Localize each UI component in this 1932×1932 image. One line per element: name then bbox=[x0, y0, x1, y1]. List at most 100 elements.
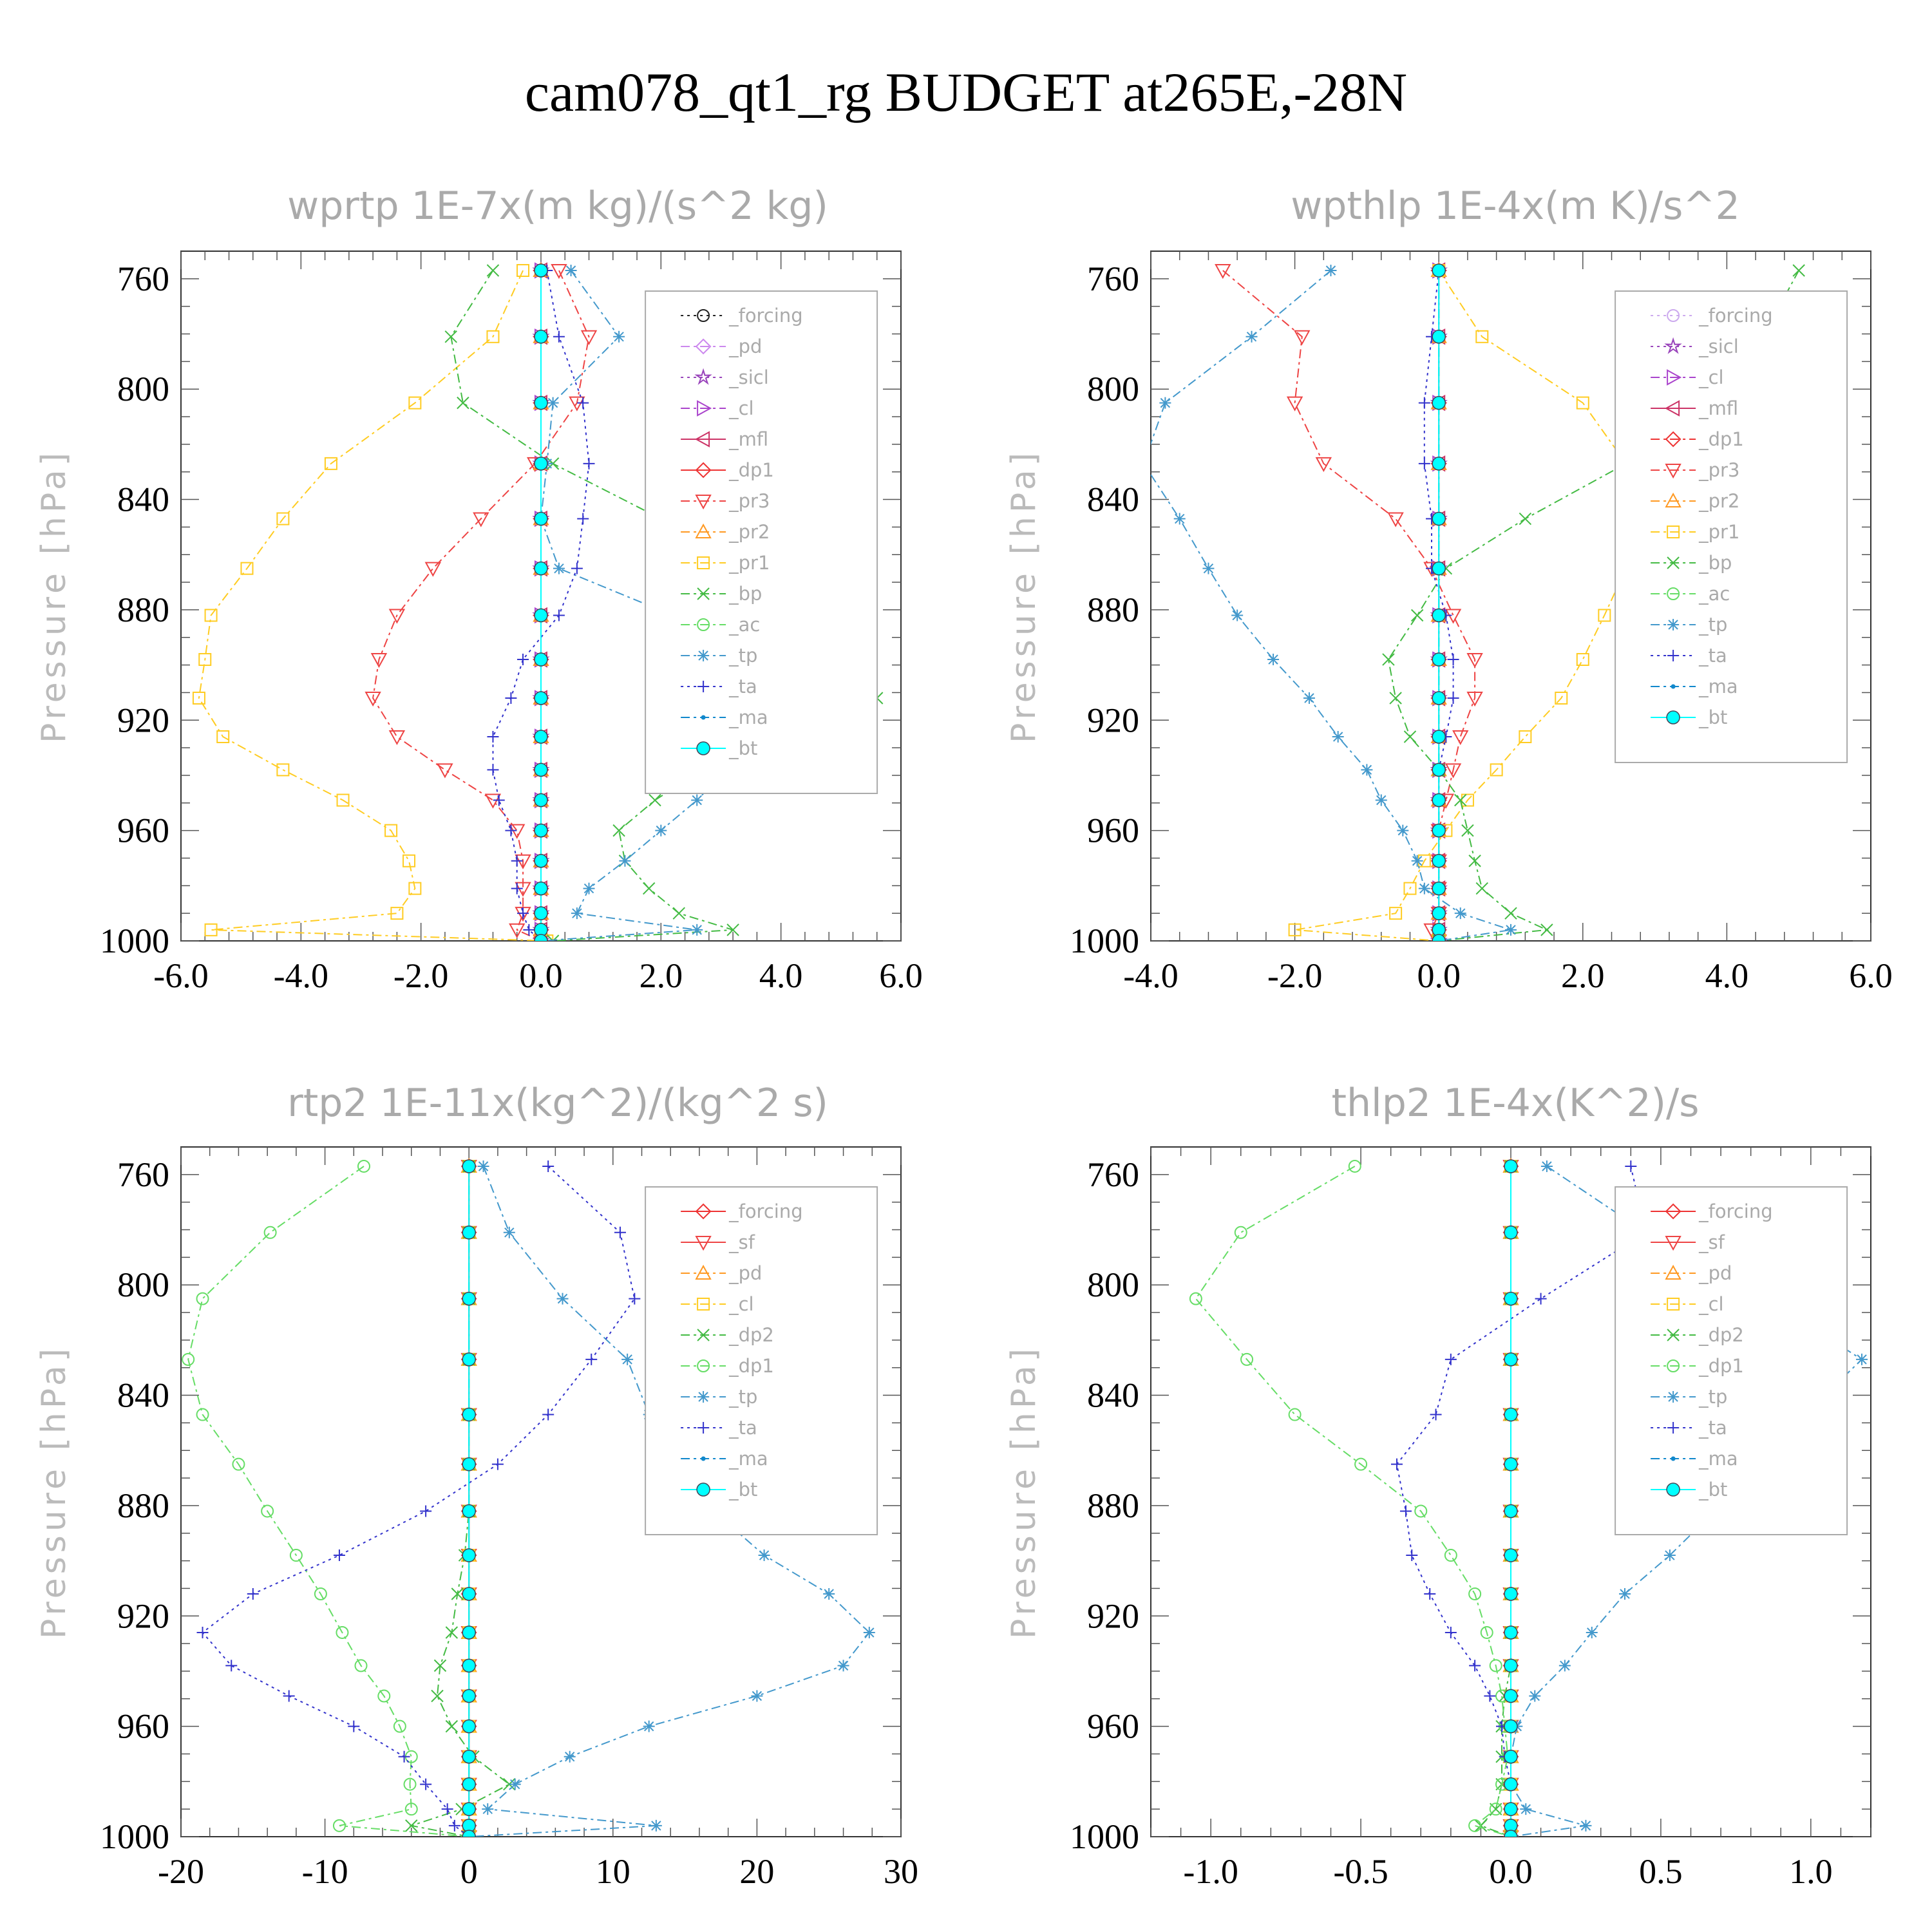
legend-marker bbox=[695, 523, 712, 538]
data-point bbox=[691, 923, 703, 936]
data-point bbox=[486, 330, 500, 343]
data-point bbox=[336, 1625, 349, 1639]
legend-marker bbox=[1665, 492, 1681, 507]
data-point bbox=[534, 854, 548, 868]
data-point bbox=[1466, 653, 1483, 668]
data-point bbox=[553, 330, 565, 343]
data-point bbox=[751, 1690, 763, 1702]
data-point bbox=[1406, 1549, 1418, 1562]
data-point bbox=[649, 793, 661, 807]
legend-entry: _forcing bbox=[1698, 305, 1773, 327]
data-point bbox=[196, 1408, 209, 1421]
legend-entry: _ta bbox=[728, 676, 757, 697]
legend-marker bbox=[1665, 1236, 1681, 1251]
data-point bbox=[486, 264, 500, 277]
legend-marker bbox=[1667, 1298, 1680, 1311]
legend-marker bbox=[1667, 619, 1680, 630]
legend-entry: _forcing bbox=[728, 1200, 803, 1222]
data-point bbox=[276, 763, 290, 777]
data-point bbox=[462, 1777, 476, 1792]
data-point bbox=[505, 692, 517, 705]
legend-entry: _mfl bbox=[728, 428, 768, 450]
x-tick-label: 0.5 bbox=[1639, 1852, 1683, 1891]
legend-entry: _ac bbox=[1698, 583, 1730, 605]
data-point bbox=[1159, 397, 1171, 409]
chart-panel: rtp2 1E-11x(kg^2)/(kg^2 s) Pressure [hPa]… bbox=[35, 1081, 918, 1891]
data-point bbox=[1432, 511, 1446, 526]
legend-marker bbox=[696, 1482, 710, 1497]
series-line-tp bbox=[1151, 270, 1511, 941]
legend-marker bbox=[1667, 556, 1680, 569]
data-point bbox=[758, 1549, 770, 1562]
data-point bbox=[534, 823, 548, 838]
data-point bbox=[182, 1352, 195, 1366]
data-point bbox=[1389, 692, 1402, 705]
data-point bbox=[384, 824, 398, 837]
data-point bbox=[1173, 513, 1186, 525]
data-point bbox=[1504, 1625, 1518, 1640]
legend-entry: _ma bbox=[1698, 676, 1738, 697]
legend-marker bbox=[1667, 1359, 1680, 1372]
data-point bbox=[547, 397, 559, 409]
data-point bbox=[441, 1803, 453, 1815]
data-point bbox=[1315, 457, 1332, 472]
data-point bbox=[571, 562, 583, 574]
data-point bbox=[1424, 1588, 1436, 1600]
legend-entry: _ma bbox=[728, 1448, 768, 1470]
series-line-ta bbox=[1396, 1166, 1647, 1837]
data-point bbox=[523, 923, 535, 936]
legend-entry: _ac bbox=[728, 614, 760, 636]
x-tick-label: 2.0 bbox=[639, 956, 683, 995]
data-point bbox=[473, 512, 489, 527]
data-point bbox=[1484, 1690, 1496, 1702]
legend-box bbox=[1615, 290, 1848, 763]
legend-marker bbox=[695, 495, 712, 510]
series-line-tp bbox=[540, 270, 746, 941]
series-line-ta bbox=[1423, 270, 1454, 941]
data-point bbox=[1489, 1659, 1502, 1672]
legend-marker bbox=[697, 556, 710, 569]
legend-entry: _sicl bbox=[728, 366, 769, 388]
data-point bbox=[462, 1802, 476, 1816]
legend-marker bbox=[1667, 526, 1680, 538]
chart-panel: wpthlp 1E-4x(m K)/s^2 Pressure [hPa] 760 80… bbox=[1005, 184, 1893, 995]
legend-entry: _pr1 bbox=[728, 552, 770, 574]
y-tick-label: 880 bbox=[117, 1486, 169, 1525]
data-point bbox=[613, 330, 625, 343]
data-point bbox=[1432, 823, 1446, 838]
data-point bbox=[192, 692, 205, 705]
data-point bbox=[198, 653, 212, 667]
data-point bbox=[511, 882, 523, 895]
legend-entry: _pd bbox=[728, 1262, 762, 1284]
legend-marker bbox=[1667, 1391, 1680, 1403]
legend-entry: _ta bbox=[728, 1417, 757, 1439]
x-tick-label: -6.0 bbox=[153, 956, 208, 995]
data-point bbox=[1414, 1504, 1428, 1518]
data-point bbox=[420, 1778, 432, 1790]
legend-marker bbox=[697, 1298, 710, 1311]
data-point bbox=[1489, 1803, 1502, 1816]
legend-entry: _sf bbox=[728, 1231, 755, 1253]
data-point bbox=[462, 1658, 476, 1673]
data-point bbox=[534, 457, 548, 471]
data-point bbox=[534, 263, 548, 278]
data-point bbox=[225, 1660, 238, 1672]
data-point bbox=[1540, 923, 1553, 936]
data-point bbox=[1504, 1159, 1518, 1173]
data-point bbox=[240, 562, 254, 575]
y-tick-label: 800 bbox=[117, 1265, 169, 1304]
y-tick-label: 1000 bbox=[1070, 1817, 1139, 1856]
legend-marker bbox=[697, 1422, 710, 1434]
data-point bbox=[1444, 1549, 1457, 1562]
data-point bbox=[1468, 1587, 1482, 1601]
y-tick-label: 920 bbox=[117, 1596, 169, 1635]
data-point bbox=[276, 512, 290, 526]
legend-entry: _bp bbox=[728, 583, 762, 605]
data-point bbox=[1432, 730, 1446, 744]
data-point bbox=[289, 1549, 303, 1562]
legend-marker bbox=[697, 650, 710, 661]
data-point bbox=[1504, 1719, 1518, 1734]
data-point bbox=[370, 653, 388, 668]
x-tick-label: 0 bbox=[460, 1852, 478, 1891]
y-tick-label: 920 bbox=[1087, 701, 1139, 739]
